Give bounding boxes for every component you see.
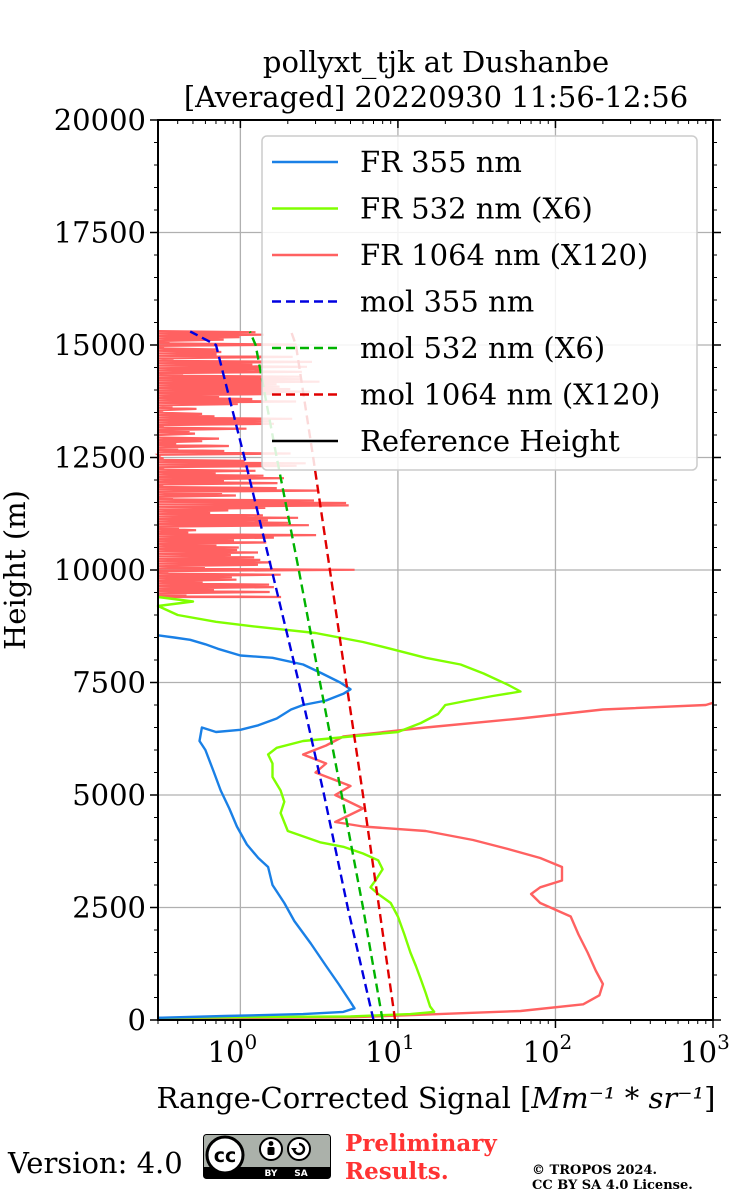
x-tick-label: 103 <box>680 1030 730 1069</box>
series-lines <box>156 330 714 1021</box>
x-axis-label-unit: Mm⁻¹ * sr⁻¹ <box>530 1081 704 1115</box>
sa-share-icon <box>287 1137 311 1161</box>
y-axis-ticks: 0 2500 5000 7500 10000 12500 15000 17500 20000 <box>54 103 721 1037</box>
chart-title-line-1: pollyxt_tjk at Dushanbe <box>263 45 609 80</box>
x-tick-label-base: 10 <box>365 1035 402 1069</box>
y-tick-label: 17500 <box>54 216 146 250</box>
x-axis-label: Range-Corrected Signal [Mm⁻¹ * sr⁻¹] <box>157 1081 716 1115</box>
y-tick-label: 10000 <box>54 553 146 587</box>
y-tick-label: 2500 <box>72 891 146 925</box>
cc-by-sa-badge: cc BY SA <box>203 1134 331 1179</box>
preliminary-line-1: Preliminary <box>345 1130 497 1157</box>
preliminary-line-2: Results. <box>345 1158 449 1185</box>
x-tick-label-base: 10 <box>523 1035 560 1069</box>
cc-logo-text: cc <box>214 1145 237 1167</box>
legend-label-5: mol 1064 nm (X120) <box>360 378 661 412</box>
series-line-2 <box>157 701 714 1020</box>
x-tick-label: 100 <box>208 1030 258 1069</box>
y-tick-label: 20000 <box>54 103 146 137</box>
series-line-1 <box>156 595 522 1019</box>
legend-label-1: FR 532 nm (X6) <box>360 192 593 226</box>
legend-label-2: FR 1064 nm (X120) <box>360 238 648 272</box>
chart-title-line-2: [Averaged] 20220930 11:56-12:56 <box>184 80 688 114</box>
version-label: Version: 4.0 <box>8 1146 183 1180</box>
legend-box <box>261 135 698 471</box>
badge-by-label: BY <box>265 1169 278 1179</box>
x-axis-ticks: 100 101 102 103 <box>157 120 730 1069</box>
y-tick-label: 12500 <box>54 441 146 475</box>
badge-sa-label: SA <box>294 1169 307 1179</box>
x-tick-label-base: 10 <box>208 1035 245 1069</box>
x-tick-label-exp: 1 <box>402 1030 415 1054</box>
x-tick-label: 102 <box>523 1030 573 1069</box>
y-axis-label: Height (m) <box>0 490 32 650</box>
legend-label-0: FR 355 nm <box>360 145 522 179</box>
legend-label-3: mol 355 nm <box>360 285 534 319</box>
series-line-0 <box>157 634 356 1019</box>
x-tick-label-base: 10 <box>680 1035 717 1069</box>
legend-label-6: Reference Height <box>360 424 620 458</box>
x-tick-label: 101 <box>365 1030 415 1069</box>
copyright-notice: © TROPOS 2024. CC BY SA 4.0 License. <box>532 1163 693 1193</box>
x-tick-label-exp: 3 <box>717 1030 730 1054</box>
copyright-line-2: CC BY SA 4.0 License. <box>532 1178 693 1193</box>
series-line-3 <box>189 330 375 1021</box>
x-tick-label-exp: 0 <box>244 1030 257 1054</box>
cc-logo-icon <box>205 1135 245 1175</box>
y-tick-label: 15000 <box>54 328 146 362</box>
legend: FR 355 nm FR 532 nm (X6) FR 1064 nm (X120)… <box>261 135 698 471</box>
y-tick-label: 0 <box>128 1003 146 1037</box>
x-tick-label-exp: 2 <box>560 1030 573 1054</box>
x-axis-label-text: Range-Corrected Signal [ <box>157 1081 532 1115</box>
copyright-line-1: © TROPOS 2024. <box>532 1163 658 1178</box>
y-tick-label: 5000 <box>72 778 146 812</box>
signal-profile-chart: pollyxt_tjk at Dushanbe [Averaged] 20220… <box>0 45 730 1115</box>
legend-label-4: mol 532 nm (X6) <box>360 331 605 365</box>
series-line-4 <box>248 331 384 1021</box>
preliminary-notice: Preliminary Results. <box>345 1130 497 1186</box>
x-axis-label-end: ] <box>704 1081 715 1115</box>
y-tick-label: 7500 <box>72 666 146 700</box>
